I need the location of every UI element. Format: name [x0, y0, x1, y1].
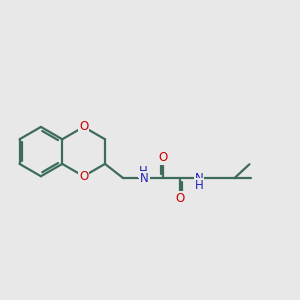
Text: O: O: [79, 170, 88, 183]
Text: N: N: [140, 172, 149, 184]
Text: N: N: [194, 172, 203, 184]
Text: O: O: [175, 192, 184, 205]
Text: H: H: [139, 165, 148, 178]
Text: O: O: [159, 151, 168, 164]
Text: O: O: [79, 120, 88, 134]
Text: H: H: [194, 178, 203, 192]
